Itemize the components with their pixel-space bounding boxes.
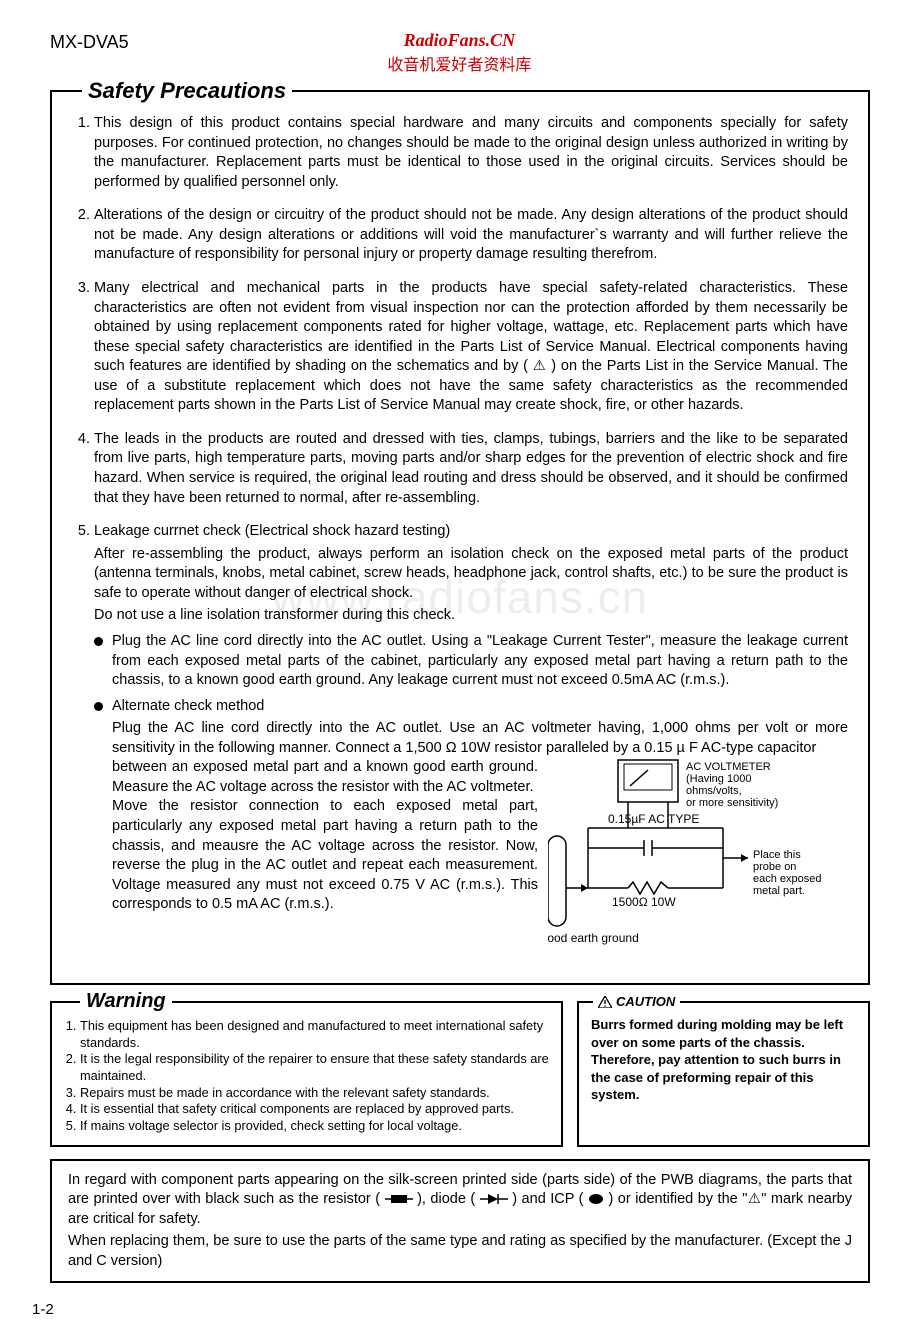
warning-caution-row: Warning This equipment has been designed… <box>50 1001 870 1146</box>
page-number: 1-2 <box>32 1301 870 1318</box>
warning-item-3: Repairs must be made in accordance with … <box>80 1085 549 1102</box>
svg-text:each exposed: each exposed <box>753 873 822 885</box>
safety-title: Safety Precautions <box>82 78 292 104</box>
safety-item-5-p1: After re-assembling the product, always … <box>94 545 848 604</box>
warning-item-4: It is essential that safety critical com… <box>80 1101 549 1118</box>
safety-bullet-list: Plug the AC line cord directly into the … <box>94 632 848 953</box>
watermark-line2: 收音机爱好者资料库 <box>49 51 870 75</box>
note-box: In regard with component parts appearing… <box>50 1159 870 1284</box>
caution-box: CAUTION Burrs formed during molding may … <box>577 1001 870 1146</box>
safety-item-4: The leads in the products are routed and… <box>94 430 848 508</box>
watermark-top: RadioFans.CN 收音机爱好者资料库 <box>49 30 870 75</box>
svg-text:Good earth ground: Good earth ground <box>548 931 639 945</box>
safety-bullet-2-heading: Alternate check method <box>112 698 264 714</box>
safety-list: This design of this product contains spe… <box>72 114 848 953</box>
warning-item-5: If mains voltage selector is provided, c… <box>80 1118 549 1135</box>
note-text-1b: ), diode ( <box>417 1191 480 1207</box>
safety-item-2: Alterations of the design or circuitry o… <box>94 206 848 265</box>
note-text-1c: ) and ICP ( <box>512 1191 588 1207</box>
safety-bullet-1: Plug the AC line cord directly into the … <box>94 632 848 691</box>
svg-text:(Having 1000: (Having 1000 <box>686 773 751 785</box>
warning-item-2: It is the legal responsibility of the re… <box>80 1051 549 1084</box>
svg-text:ohms/volts,: ohms/volts, <box>686 785 742 797</box>
svg-text:0.15µF AC TYPE: 0.15µF AC TYPE <box>608 812 699 826</box>
note-text-2: When replacing them, be sure to use the … <box>68 1232 852 1271</box>
page-header: MX-DVA5 RadioFans.CN 收音机爱好者资料库 <box>50 30 870 75</box>
caution-title: CAUTION <box>593 993 680 1011</box>
diode-symbol-icon <box>480 1194 508 1204</box>
safety-bullet-2-rest: between an exposed metal part and a know… <box>112 758 538 953</box>
resistor-symbol-icon <box>385 1194 413 1204</box>
svg-text:Place this: Place this <box>753 849 801 861</box>
watermark-line1: RadioFans.CN <box>49 30 870 51</box>
svg-text:AC VOLTMETER: AC VOLTMETER <box>686 761 771 773</box>
safety-item-5: Leakage currnet check (Electrical shock … <box>94 522 848 953</box>
warning-list: This equipment has been designed and man… <box>64 1018 549 1134</box>
safety-bullet-2-line1: Plug the AC line cord directly into the … <box>112 719 848 758</box>
svg-text:probe on: probe on <box>753 861 796 873</box>
warning-triangle-icon <box>598 996 612 1008</box>
warning-item-1: This equipment has been designed and man… <box>80 1018 549 1051</box>
safety-item-5-p2: Do not use a line isolation transformer … <box>94 606 848 626</box>
safety-item-5-heading: Leakage currnet check (Electrical shock … <box>94 523 450 539</box>
safety-box: Safety Precautions This design of this p… <box>50 90 870 985</box>
icp-symbol-icon <box>588 1193 604 1205</box>
safety-item-3: Many electrical and mechanical parts in … <box>94 279 848 416</box>
caution-text: Burrs formed during molding may be left … <box>591 1016 856 1104</box>
svg-text:metal part.: metal part. <box>753 885 805 897</box>
svg-text:1500Ω 10W: 1500Ω 10W <box>612 895 676 909</box>
svg-text:or more sensitivity): or more sensitivity) <box>686 797 778 809</box>
warning-title: Warning <box>80 990 172 1013</box>
safety-item-1: This design of this product contains spe… <box>94 114 848 192</box>
safety-bullet-2: Alternate check method Plug the AC line … <box>94 697 848 954</box>
caution-title-text: CAUTION <box>616 993 675 1011</box>
circuit-diagram: AC VOLTMETER (Having 1000 ohms/volts, or… <box>548 758 848 953</box>
warning-box: Warning This equipment has been designed… <box>50 1001 563 1146</box>
